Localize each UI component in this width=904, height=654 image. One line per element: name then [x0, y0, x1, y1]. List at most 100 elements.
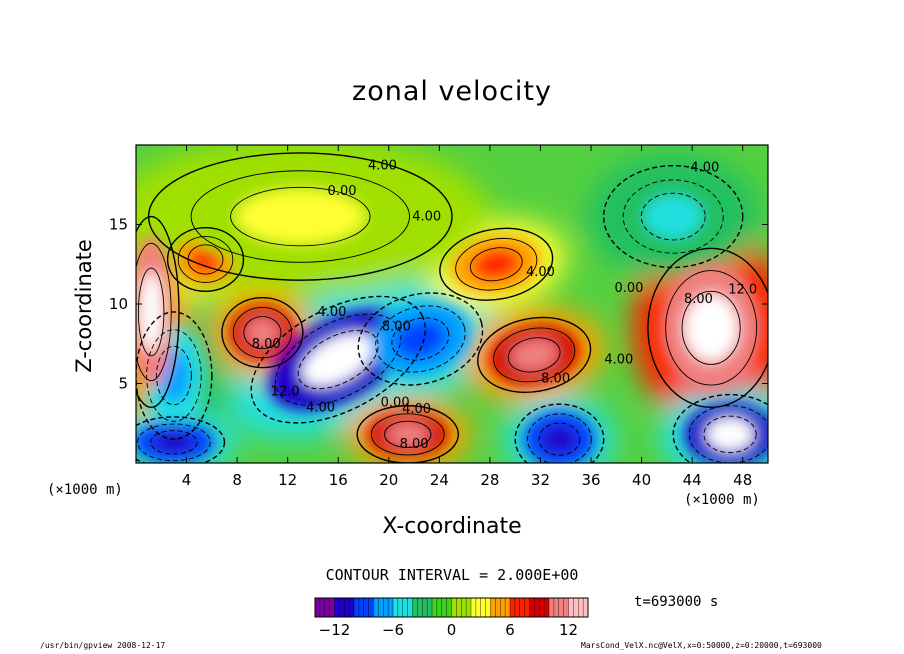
colorbar-segment [490, 598, 496, 617]
contour-line [375, 305, 466, 373]
contour-line [136, 416, 226, 463]
heatmap-feature-core [245, 317, 280, 348]
colorbar-segment [451, 598, 457, 617]
colorbar-frame [314, 597, 589, 618]
colorbar-segment [432, 598, 438, 617]
contour-label: 8.00 [541, 372, 570, 387]
contour-line [356, 405, 460, 463]
colorbar-segment [388, 598, 394, 617]
colorbar-segment [466, 598, 472, 617]
x-tick-label: 12 [278, 471, 297, 489]
heatmap-feature-core [644, 195, 703, 238]
contour-line [665, 270, 758, 386]
contour-line [439, 227, 554, 301]
contour-line [672, 393, 768, 463]
colorbar-tick-label: −12 [319, 621, 351, 639]
contour-line [166, 226, 245, 292]
heatmap-feature-core [706, 417, 754, 452]
contour-label: 8.00 [382, 319, 411, 334]
contour-line [384, 420, 432, 448]
colorbar-segment [549, 598, 555, 617]
contour-line [230, 186, 371, 247]
contour-line [177, 236, 234, 283]
contour-line [243, 316, 282, 350]
x-tick-label: 16 [329, 471, 348, 489]
y-axis-label: Z-coordinate [72, 239, 96, 373]
contour-line [232, 306, 292, 359]
contour-line [640, 192, 706, 241]
contour-label: 0.00 [328, 184, 357, 199]
colorbar-segment [505, 598, 511, 617]
contour-line [297, 330, 379, 390]
x-tick-label: 8 [232, 471, 242, 489]
colorbar-segment [329, 598, 335, 617]
contour-line [150, 430, 198, 455]
heatmap-feature-core [394, 319, 447, 359]
contour-line [370, 413, 445, 456]
contour-label: 8.00 [400, 437, 429, 452]
heatmap-feature-core [684, 294, 738, 362]
colorbar-segment [544, 598, 550, 617]
colorbar-segment [461, 598, 467, 617]
contour-line [190, 170, 410, 263]
contour-line [391, 317, 450, 361]
contour-line [136, 215, 180, 409]
contour-line [250, 295, 426, 424]
colorbar-segment [368, 598, 374, 617]
colorbar-segment [354, 598, 360, 617]
footer-right: MarsCond_VelX.nc@VelX,x=0:50000,z=0:2000… [581, 641, 822, 650]
x-tick-label: 40 [632, 471, 651, 489]
colorbar-segment [568, 598, 574, 617]
colorbar-segment [383, 598, 389, 617]
colorbar-segment [422, 598, 428, 617]
contour-line [527, 413, 592, 463]
colorbar-segment [471, 598, 477, 617]
heatmap-feature-core [301, 333, 375, 387]
x-tick-label: 24 [430, 471, 449, 489]
colorbar-segment [315, 598, 321, 617]
contour-label: 4.00 [368, 159, 397, 174]
colorbar-segment [558, 598, 564, 617]
contour-label: 4.00 [526, 265, 555, 280]
x-tick-label: 32 [531, 471, 550, 489]
colorbar-segment [573, 598, 579, 617]
time-label: t=693000 s [634, 594, 719, 610]
x-tick-label: 28 [480, 471, 499, 489]
contour-line [136, 311, 213, 440]
x-unit-label-right: (×1000 m) [684, 492, 760, 508]
contour-label: 12.0 [728, 283, 757, 298]
x-tick-label: 4 [182, 471, 192, 489]
contour-label: 4.00 [317, 305, 346, 320]
colorbar-segment [514, 598, 521, 617]
contour-label: 4.00 [412, 210, 441, 225]
contour-line [538, 422, 581, 456]
colorbar-tick-label: 0 [447, 621, 457, 639]
contour-line [602, 164, 744, 269]
heatmap-area [136, 145, 768, 463]
colorbar-segment [412, 598, 418, 617]
colorbar-segment [441, 598, 447, 617]
contour-label: 8.00 [252, 337, 281, 352]
colorbar-segment [349, 598, 355, 617]
colorbar-segment [529, 598, 535, 617]
colorbar-segment [373, 598, 379, 617]
y-tick-label: 10 [109, 295, 128, 313]
heatmap-feature-core [386, 422, 429, 447]
colorbar-segment [524, 598, 530, 617]
colorbar-segment [319, 598, 326, 617]
contour-line [275, 313, 402, 406]
x-tick-label: 36 [581, 471, 600, 489]
contour-line [357, 292, 484, 386]
heatmap-feature-core [189, 246, 222, 273]
colorbar-segment [553, 598, 560, 617]
colorbar-tick-label: 6 [505, 621, 515, 639]
colorbar-segment [446, 598, 452, 617]
contour-line [681, 290, 741, 365]
contour-line [622, 179, 724, 254]
y-tick-label: 5 [118, 375, 128, 393]
colorbar-segment [480, 598, 486, 617]
contour-line [455, 237, 538, 291]
contour-label: 0.00 [381, 396, 410, 411]
contour-line [469, 247, 523, 282]
